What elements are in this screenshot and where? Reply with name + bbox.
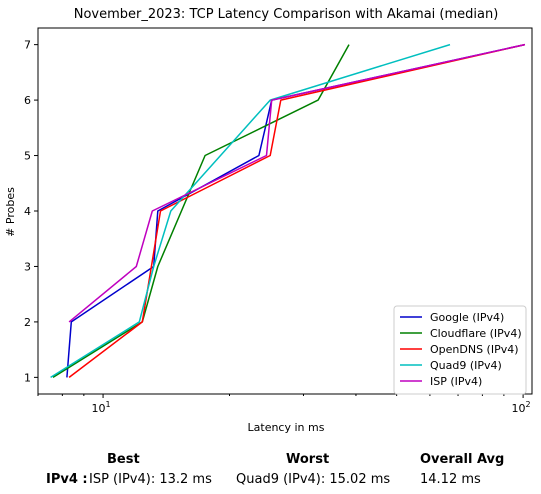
best-header: Best	[107, 452, 140, 467]
y-axis-label: # Probes	[4, 187, 17, 237]
legend-box	[393, 305, 527, 395]
y-tick-label: 7	[24, 39, 31, 52]
series-line-5	[68, 43, 526, 323]
legend: Google (IPv4) Cloudflare (IPv4) OpenDNS (I…	[393, 305, 527, 395]
worst-value: Quad9 (IPv4): 15.02 ms	[236, 472, 391, 487]
legend-label: Quad9 (IPv4)	[430, 359, 502, 372]
y-tick-label: 6	[24, 94, 31, 107]
x-axis-label: Latency in ms	[248, 421, 325, 434]
summary-table: Best Worst Overall Avg IPv4 : ISP (IPv4)…	[0, 448, 541, 494]
series-line-4	[50, 43, 451, 379]
series-line-3	[68, 43, 526, 378]
legend-label: Google (IPv4)	[430, 311, 504, 324]
legend-label: OpenDNS (IPv4)	[430, 343, 519, 356]
latency-chart: November_2023: TCP Latency Comparison wi…	[4, 7, 533, 434]
y-tick-label: 1	[24, 371, 31, 384]
overall-avg-value: 14.12 ms	[420, 472, 481, 487]
overall-avg-header: Overall Avg	[420, 452, 505, 467]
legend-label: Cloudflare (IPv4)	[430, 327, 522, 340]
series-lines	[50, 43, 526, 379]
best-value: ISP (IPv4): 13.2 ms	[89, 472, 212, 487]
y-tick-label: 3	[24, 260, 31, 273]
y-tick-label: 4	[24, 205, 31, 218]
y-tick-label: 5	[24, 150, 31, 163]
y-tick-label: 2	[24, 316, 31, 329]
legend-label: ISP (IPv4)	[430, 375, 482, 388]
x-axis-ticks: 101 102	[37, 394, 531, 415]
worst-header: Worst	[286, 452, 330, 467]
y-axis-ticks: 1 2 3 4 5 6 7	[24, 39, 38, 384]
x-tick-label: 102	[512, 400, 531, 415]
x-tick-label: 101	[92, 400, 111, 415]
row-label-ipv4: IPv4 :	[46, 472, 88, 487]
chart-title: November_2023: TCP Latency Comparison wi…	[74, 7, 499, 22]
